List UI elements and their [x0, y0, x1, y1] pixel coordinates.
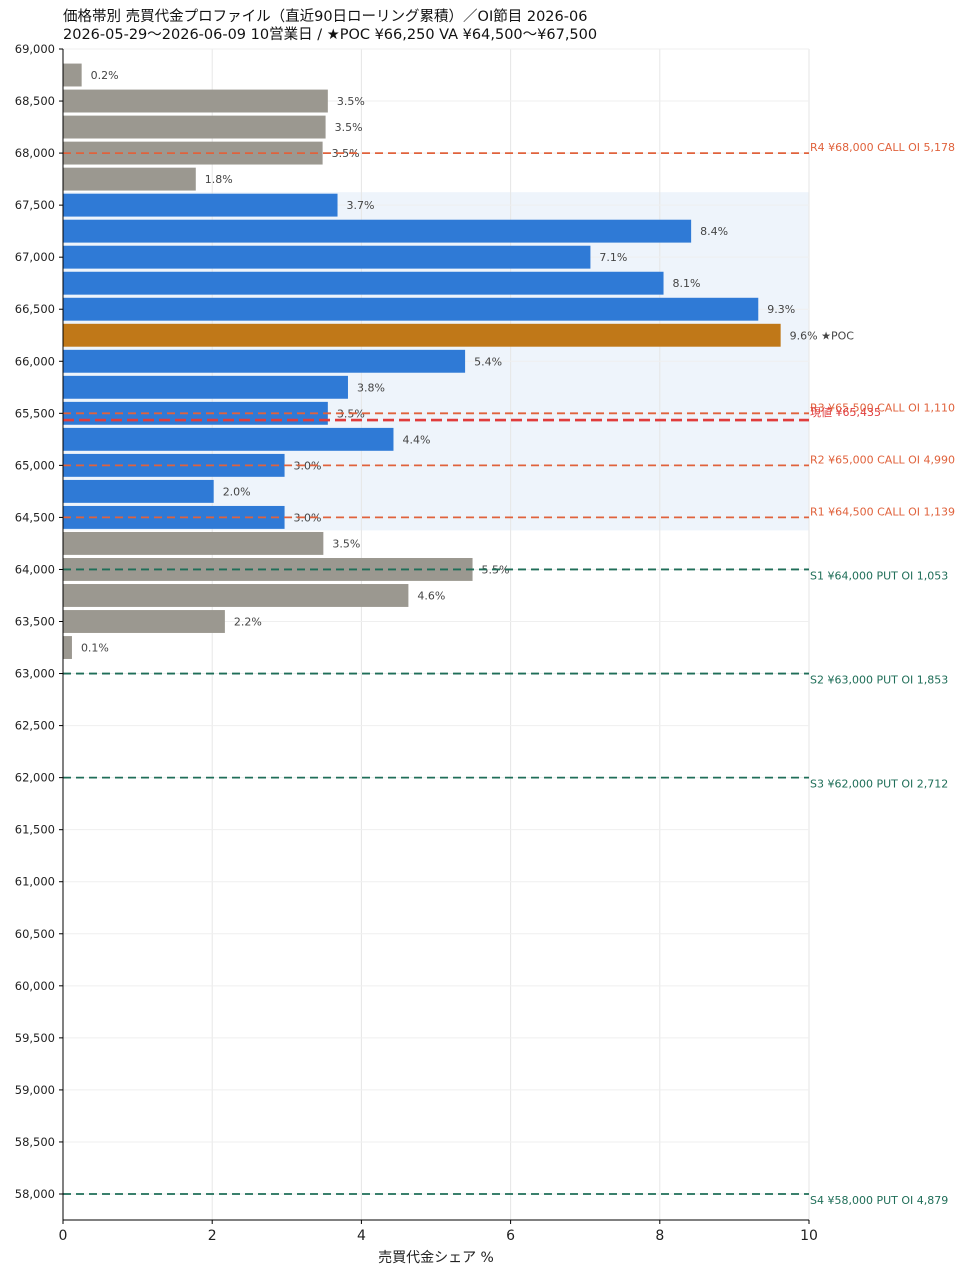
resistance-level-label: R2 ¥65,000 CALL OI 4,990	[810, 453, 955, 466]
y-tick-label: 68,000	[15, 146, 55, 160]
profile-bar	[63, 427, 394, 451]
y-tick-label: 59,500	[15, 1031, 55, 1045]
bar-value-label: 3.5%	[332, 147, 360, 160]
profile-bar	[63, 115, 326, 139]
profile-bar	[63, 375, 348, 399]
y-tick-label: 60,000	[15, 979, 55, 993]
bar-value-label: 0.2%	[91, 69, 119, 82]
y-tick-label: 66,500	[15, 302, 55, 316]
bar-value-label: 9.6% ★POC	[790, 329, 855, 342]
bar-value-label: 3.5%	[332, 537, 360, 550]
support-level-label: S4 ¥58,000 PUT OI 4,879	[810, 1194, 948, 1207]
y-tick-label: 64,500	[15, 510, 55, 524]
profile-bar	[63, 297, 759, 321]
y-tick-label: 61,500	[15, 823, 55, 837]
profile-bar	[63, 219, 692, 243]
y-tick-label: 63,500	[15, 615, 55, 629]
profile-bar	[63, 610, 225, 633]
bar-value-label: 3.7%	[347, 199, 375, 212]
bar-value-label: 8.4%	[700, 225, 728, 238]
profile-bar	[63, 89, 328, 113]
profile-bar	[63, 584, 409, 607]
profile-bar	[63, 245, 591, 269]
profile-bar	[63, 349, 466, 373]
current-price-label: 現値 ¥65,435	[810, 406, 881, 419]
resistance-level-label: R3 ¥65,500 CALL OI 1,110	[810, 401, 955, 414]
x-tick-label: 0	[59, 1228, 68, 1244]
profile-bar	[63, 141, 323, 165]
profile-bar	[63, 558, 473, 581]
bar-value-label: 2.0%	[223, 485, 251, 498]
support-level-label: S2 ¥63,000 PUT OI 1,853	[810, 674, 948, 687]
bar-value-label: 3.0%	[294, 459, 322, 472]
y-tick-label: 58,500	[15, 1135, 55, 1149]
y-tick-label: 69,000	[15, 42, 55, 56]
chart-subtitle-line2: 2026-05-29〜2026-06-09 10営業日 / ★POC ¥66,2…	[63, 27, 598, 43]
profile-bar	[63, 193, 338, 217]
bar-value-label: 7.1%	[599, 251, 627, 264]
x-tick-label: 8	[655, 1228, 664, 1244]
bar-value-label: 9.3%	[767, 303, 795, 316]
y-tick-label: 62,000	[15, 771, 55, 785]
profile-bar	[63, 531, 324, 555]
y-tick-label: 58,000	[15, 1187, 55, 1201]
y-tick-label: 59,000	[15, 1083, 55, 1097]
y-tick-label: 67,000	[15, 250, 55, 264]
profile-bar	[63, 63, 82, 87]
y-tick-label: 60,500	[15, 927, 55, 941]
y-tick-label: 68,500	[15, 94, 55, 108]
bar-value-label: 8.1%	[673, 277, 701, 290]
bar-value-label: 3.5%	[337, 95, 365, 108]
bar-value-label: 3.0%	[294, 511, 322, 524]
bar-value-label: 4.4%	[402, 433, 430, 446]
bar-value-label: 5.4%	[474, 355, 502, 368]
profile-bar	[63, 636, 72, 659]
resistance-level-label: R1 ¥64,500 CALL OI 1,139	[810, 505, 955, 518]
y-tick-label: 64,000	[15, 562, 55, 576]
y-tick-label: 67,500	[15, 198, 55, 212]
y-tick-label: 63,000	[15, 667, 55, 681]
chart-title-line1: 価格帯別 売買代金プロファイル（直近90日ローリング累積）／OI節目 2026-…	[63, 9, 588, 25]
bar-value-label: 3.8%	[357, 381, 385, 394]
x-tick-label: 6	[506, 1228, 515, 1244]
bar-value-label: 2.2%	[234, 616, 262, 629]
y-tick-label: 66,000	[15, 354, 55, 368]
y-tick-label: 65,500	[15, 406, 55, 420]
support-level-label: S1 ¥64,000 PUT OI 1,053	[810, 569, 948, 582]
bar-value-label: 3.5%	[335, 121, 363, 134]
profile-bar	[63, 271, 664, 295]
y-tick-label: 61,000	[15, 875, 55, 889]
bar-value-label: 1.8%	[205, 173, 233, 186]
x-tick-label: 2	[208, 1228, 217, 1244]
profile-bar	[63, 479, 214, 503]
x-tick-label: 10	[800, 1228, 818, 1244]
x-tick-label: 4	[357, 1228, 366, 1244]
x-axis-title: 売買代金シェア %	[378, 1250, 494, 1266]
poc-bar	[63, 323, 781, 347]
bar-value-label: 4.6%	[417, 589, 445, 602]
chart-title: 価格帯別 売買代金プロファイル（直近90日ローリング累積）／OI節目 2026-…	[63, 8, 597, 44]
profile-bar	[63, 167, 196, 191]
y-tick-label: 65,000	[15, 458, 55, 472]
resistance-level-label: R4 ¥68,000 CALL OI 5,178	[810, 141, 955, 154]
bar-value-label: 0.1%	[81, 642, 109, 655]
support-level-label: S3 ¥62,000 PUT OI 2,712	[810, 778, 948, 791]
y-tick-label: 62,500	[15, 719, 55, 733]
